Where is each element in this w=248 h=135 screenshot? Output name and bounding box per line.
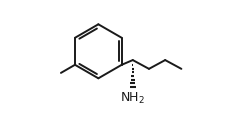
Text: NH$_2$: NH$_2$ — [120, 90, 145, 106]
